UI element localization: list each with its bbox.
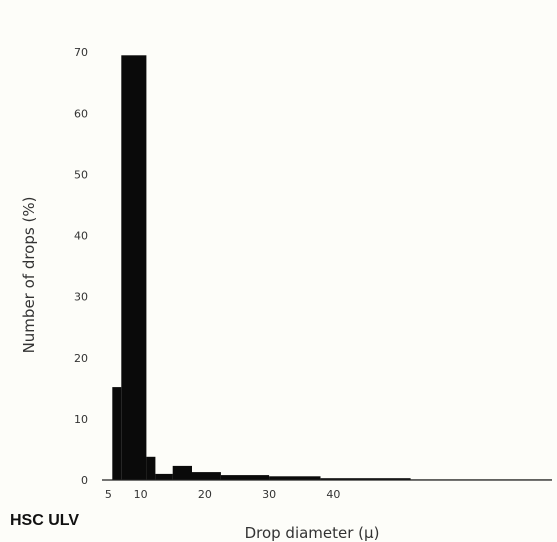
x-tick-label: 30 bbox=[262, 488, 276, 501]
x-ticks-group: 5 10 20 30 40 bbox=[105, 488, 340, 501]
histogram-bar-1 bbox=[121, 55, 147, 481]
y-tick-label: 60 bbox=[74, 107, 88, 120]
histogram-bar-4 bbox=[172, 465, 192, 480]
histogram-bar-8 bbox=[320, 478, 411, 480]
corner-label: HSC ULV bbox=[10, 512, 80, 529]
histogram-bar-6 bbox=[220, 475, 270, 480]
y-tick-label: 70 bbox=[74, 46, 88, 59]
x-tick-label: 5 bbox=[105, 488, 112, 501]
y-tick-label: 40 bbox=[74, 230, 88, 243]
y-ticks-group: 0 10 20 30 40 50 60 70 bbox=[74, 46, 88, 487]
y-axis-label: Number of drops (%) bbox=[20, 197, 38, 354]
x-axis-label: Drop diameter (μ) bbox=[245, 524, 380, 542]
y-tick-label: 50 bbox=[74, 168, 88, 181]
y-tick-label: 10 bbox=[74, 413, 88, 426]
x-tick-label: 20 bbox=[198, 488, 212, 501]
histogram-bar-2 bbox=[146, 456, 156, 480]
histogram-bar-3 bbox=[155, 473, 173, 480]
histogram-bar-7 bbox=[269, 476, 321, 480]
x-tick-label: 10 bbox=[134, 488, 148, 501]
histogram-bar-0 bbox=[112, 387, 122, 480]
y-tick-label: 0 bbox=[81, 474, 88, 487]
y-tick-label: 20 bbox=[74, 352, 88, 365]
bars-group bbox=[112, 55, 552, 481]
y-tick-label: 30 bbox=[74, 291, 88, 304]
x-tick-label: 40 bbox=[326, 488, 340, 501]
histogram-bar-5 bbox=[192, 472, 221, 480]
